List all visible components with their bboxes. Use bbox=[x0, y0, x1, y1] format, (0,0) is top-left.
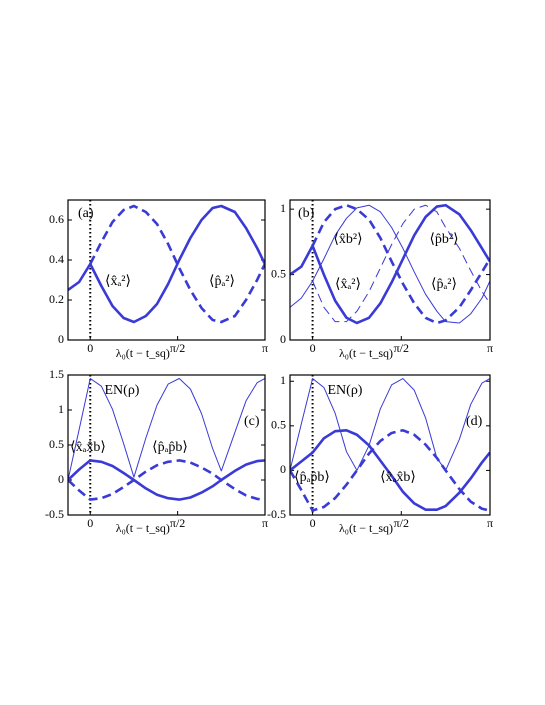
annotation: ⟨x̂ₐx̂b⟩ bbox=[70, 440, 106, 455]
y-tick-label: 1 bbox=[280, 373, 286, 387]
plot-frame bbox=[289, 199, 491, 341]
data-line bbox=[68, 378, 265, 481]
annotation: EN(ρ) bbox=[328, 383, 363, 398]
y-tick-label: 0.4 bbox=[49, 252, 64, 266]
x-axis-label: λ₀(t − t_sq) bbox=[116, 521, 170, 535]
annotation: ⟨x̂ₐx̂b⟩ bbox=[380, 470, 416, 485]
y-tick-label: 0.5 bbox=[271, 266, 286, 280]
y-tick-label: -0.5 bbox=[45, 507, 64, 521]
x-tick-label: π bbox=[487, 341, 493, 355]
plot-frame bbox=[67, 374, 266, 516]
x-axis-label: λ₀(t − t_sq) bbox=[339, 521, 393, 535]
y-tick-label: 0.5 bbox=[271, 418, 286, 432]
data-line bbox=[290, 204, 490, 324]
annotation: ⟨p̂ₐ²⟩ bbox=[209, 274, 235, 289]
annotation: ⟨x̂b²⟩ bbox=[333, 232, 362, 247]
x-tick-label: π/2 bbox=[394, 341, 409, 355]
annotation: ⟨p̂b²⟩ bbox=[429, 232, 458, 247]
data-line bbox=[290, 428, 490, 512]
data-line bbox=[290, 203, 490, 325]
x-tick-label: π bbox=[487, 516, 493, 530]
annotation: ⟨p̂ₐp̂b⟩ bbox=[294, 470, 330, 485]
data-line bbox=[68, 459, 265, 501]
x-tick-label: 0 bbox=[87, 516, 93, 530]
annotation: ⟨p̂ₐp̂b⟩ bbox=[152, 440, 188, 455]
x-tick-label: 0 bbox=[310, 516, 316, 530]
y-tick-label: 0.5 bbox=[49, 437, 64, 451]
y-tick-label: -0.5 bbox=[267, 507, 286, 521]
x-axis-label: λ₀(t − t_sq) bbox=[116, 346, 170, 360]
data-line bbox=[290, 428, 490, 511]
y-tick-label: 0 bbox=[58, 472, 64, 486]
x-tick-label: π/2 bbox=[170, 516, 185, 530]
y-tick-label: 1.5 bbox=[49, 367, 64, 381]
annotation: ⟨x̂ₐ²⟩ bbox=[105, 274, 131, 289]
panel-label: (a) bbox=[78, 206, 94, 221]
x-tick-label: π bbox=[262, 516, 268, 530]
y-tick-label: 1 bbox=[58, 402, 64, 416]
x-axis-label: λ₀(t − t_sq) bbox=[339, 346, 393, 360]
y-tick-label: 0.6 bbox=[49, 212, 64, 226]
plot-frame bbox=[289, 374, 491, 516]
y-tick-label: 1 bbox=[280, 201, 286, 215]
y-tick-label: 0 bbox=[280, 462, 286, 476]
x-tick-label: 0 bbox=[87, 341, 93, 355]
data-line bbox=[89, 204, 265, 324]
data-line bbox=[290, 378, 490, 471]
panel-label: (c) bbox=[244, 414, 260, 429]
x-tick-label: 0 bbox=[310, 341, 316, 355]
x-tick-label: π bbox=[262, 341, 268, 355]
x-tick-label: π/2 bbox=[170, 341, 185, 355]
plot-frame bbox=[67, 199, 266, 341]
data-line bbox=[311, 203, 490, 325]
data-line bbox=[312, 204, 490, 323]
annotation: ⟨p̂ₐ²⟩ bbox=[431, 277, 457, 292]
y-tick-label: 0.2 bbox=[49, 292, 64, 306]
panel-label: (b) bbox=[298, 206, 315, 221]
data-line bbox=[68, 459, 265, 501]
y-tick-label: 0 bbox=[58, 332, 64, 346]
panel-label: (d) bbox=[466, 414, 483, 429]
annotation: ⟨x̂ₐ²⟩ bbox=[335, 277, 361, 292]
y-tick-label: 0 bbox=[280, 332, 286, 346]
annotation: EN(ρ) bbox=[105, 383, 140, 398]
x-tick-label: π/2 bbox=[394, 516, 409, 530]
data-line bbox=[68, 204, 265, 324]
